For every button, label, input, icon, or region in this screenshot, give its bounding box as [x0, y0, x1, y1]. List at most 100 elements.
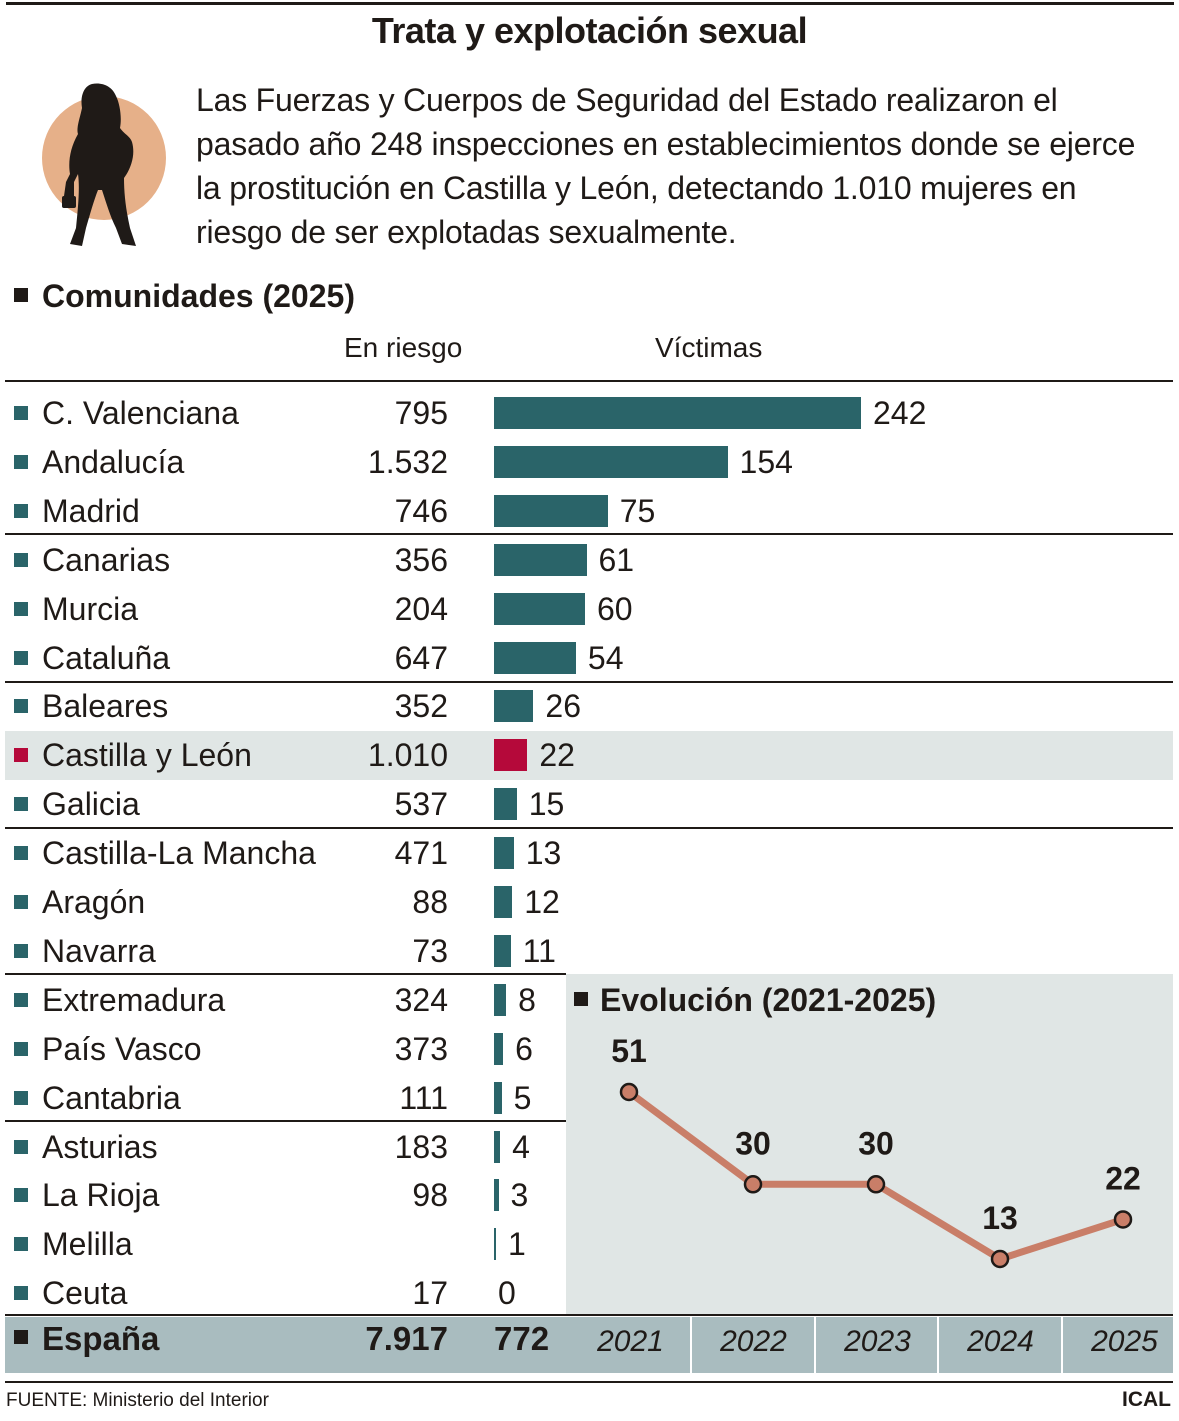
victims-bar: [494, 788, 517, 821]
victims-bar: [494, 690, 534, 723]
table-row: Cataluña 647 54: [0, 634, 1179, 682]
bullet-square-icon: [14, 406, 28, 420]
year-separator: [937, 1317, 939, 1373]
data-label: 30: [858, 1125, 894, 1161]
evolution-line-chart: 51 30 30 13 22: [611, 1033, 1141, 1269]
divider: [5, 973, 566, 975]
victims-bar: [494, 837, 514, 870]
divider: [5, 533, 1173, 535]
brand-logo: ICAL: [1122, 1388, 1171, 1411]
risk-value: 471: [394, 835, 448, 872]
table-row: Murcia 204 60: [0, 585, 1179, 633]
community-name: Castilla y León: [42, 737, 252, 774]
bullet-square-icon: [14, 454, 28, 469]
data-point: [866, 1175, 886, 1194]
victims-label: 5: [513, 1079, 532, 1116]
victims-label: 75: [619, 492, 656, 529]
victims-bar: [494, 1032, 504, 1065]
divider: [5, 1314, 1173, 1316]
community-name: País Vasco: [42, 1030, 202, 1067]
table-row: Asturias 183 4: [0, 1123, 1179, 1171]
community-name: Asturias: [42, 1128, 158, 1165]
victims-bar: [494, 1081, 502, 1114]
victims-label: 4: [512, 1128, 530, 1165]
victims-bar: [494, 739, 528, 772]
divider: [5, 380, 1173, 382]
community-name: Ceuta: [42, 1275, 128, 1312]
risk-value: 795: [394, 395, 448, 431]
risk-value: 537: [394, 786, 448, 823]
evolution-panel: [566, 974, 1173, 1315]
year-separator: [690, 1317, 692, 1373]
community-name: Baleares: [42, 688, 169, 725]
victims-label: 6: [515, 1030, 533, 1067]
bullet-square-icon: [14, 650, 28, 665]
column-header-victims: Víctimas: [655, 332, 763, 363]
community-name: Extremadura: [42, 981, 226, 1018]
victims-bar: [494, 1130, 501, 1163]
bullet-square-icon: [574, 991, 588, 1006]
data-point: [619, 1082, 639, 1102]
risk-value: 17: [412, 1275, 448, 1312]
column-header-risk: En riesgo: [344, 332, 463, 363]
bullet-square-icon: [14, 1139, 28, 1154]
data-label: 30: [735, 1125, 771, 1161]
data-label: 13: [982, 1200, 1018, 1236]
table-row: Canarias 356 61: [0, 536, 1179, 584]
table-row: Navarra 73 11: [0, 927, 1179, 975]
victims-label: 26: [545, 688, 582, 725]
risk-value: 98: [412, 1177, 448, 1214]
victims-label: 3: [510, 1177, 529, 1214]
victims-label: 60: [596, 590, 633, 627]
victims-label: 22: [539, 737, 575, 774]
bullet-square-icon: [14, 992, 28, 1007]
community-name: Cantabria: [42, 1079, 181, 1116]
bullet-square-icon: [14, 943, 28, 958]
community-name: Aragón: [42, 884, 146, 920]
risk-value: 324: [394, 981, 448, 1018]
table-row: Andalucía 1.532 154: [0, 438, 1179, 486]
victims-bar: [494, 1179, 499, 1212]
data-point: [743, 1175, 763, 1194]
victims-label: 61: [598, 541, 635, 578]
table-row: Ceuta 17 0: [0, 1269, 1179, 1317]
bullet-square-icon: [14, 1188, 28, 1203]
victims-bar: [494, 494, 608, 527]
totals-band: [5, 1317, 1173, 1373]
total-victims: 772: [494, 1320, 550, 1357]
victims-label: 0: [498, 1275, 516, 1312]
victims-bar: [494, 543, 587, 576]
bullet-square-icon: [14, 601, 28, 616]
community-name: Castilla-La Mancha: [42, 835, 316, 872]
table-row: Aragón 88 12: [0, 878, 1179, 926]
data-label: 51: [611, 1033, 647, 1069]
total-label: España: [14, 1320, 159, 1358]
community-name: Navarra: [42, 932, 156, 969]
table-row: Cantabria 111 5: [0, 1074, 1179, 1122]
victims-label: 8: [518, 981, 536, 1018]
victims-bar: [494, 445, 728, 478]
page-title: Trata y explotación sexual: [371, 10, 808, 51]
victims-bar: [494, 592, 585, 625]
victims-label: 11: [522, 932, 556, 969]
bullet-square-icon: [14, 1237, 28, 1252]
woman-silhouette-icon: [42, 83, 166, 246]
victims-label: 1: [508, 1226, 526, 1263]
community-name: C. Valenciana: [42, 395, 239, 431]
risk-value: 1.010: [367, 737, 448, 774]
risk-value: 111: [399, 1079, 448, 1116]
table-row: Extremadura 324 8: [0, 976, 1179, 1024]
table-row: Baleares 352 26: [0, 682, 1179, 730]
victims-bar: [494, 641, 576, 674]
risk-value: 352: [394, 688, 448, 725]
highlight-row-background: [5, 731, 1173, 780]
bullet-square-icon: [14, 846, 28, 861]
table-row: Madrid 746 75: [0, 487, 1179, 535]
bullet-square-icon: [14, 797, 28, 812]
bottom-rule: [5, 1381, 1173, 1383]
victims-label: 15: [528, 786, 565, 823]
community-name: Melilla: [42, 1226, 133, 1263]
data-label: 22: [1105, 1160, 1141, 1196]
community-name: Galicia: [42, 786, 140, 823]
intro-text: Las Fuerzas y Cuerpos de Seguridad del E…: [196, 82, 1136, 250]
